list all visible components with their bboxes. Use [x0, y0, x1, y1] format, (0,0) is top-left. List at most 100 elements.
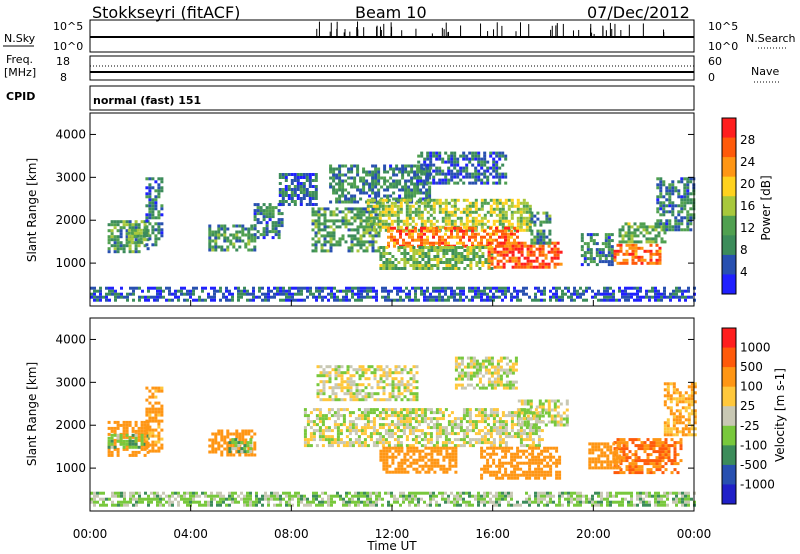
- heatmap-cell: [317, 219, 321, 223]
- heatmap-cell: [323, 228, 327, 232]
- heatmap-cell: [321, 414, 325, 418]
- heatmap-cell: [450, 423, 454, 427]
- heatmap-cell: [592, 233, 596, 237]
- colorbar-tick: 24: [740, 155, 755, 169]
- heatmap-cell: [220, 245, 224, 249]
- heatmap-cell: [351, 411, 355, 415]
- heatmap-cell: [282, 289, 285, 293]
- heatmap-cell: [347, 228, 351, 232]
- heatmap-cell: [240, 441, 244, 445]
- heatmap-cell: [686, 192, 690, 196]
- heatmap-cell: [483, 154, 487, 158]
- heatmap-cell: [444, 286, 447, 290]
- heatmap-cell: [654, 228, 658, 232]
- heatmap-cell: [359, 210, 363, 214]
- heatmap-cell: [486, 461, 490, 465]
- heatmap-cell: [672, 289, 675, 293]
- heatmap-cell: [406, 464, 410, 468]
- heatmap-cell: [633, 286, 636, 290]
- heatmap-cell: [363, 444, 367, 448]
- heatmap-cell: [427, 458, 431, 462]
- heatmap-cell: [278, 194, 282, 197]
- heatmap-cell: [516, 229, 519, 233]
- heatmap-cell: [107, 436, 111, 440]
- heatmap-cell: [268, 215, 272, 219]
- heatmap-cell: [256, 221, 260, 225]
- heatmap-cell: [459, 222, 463, 226]
- heatmap-cell: [432, 423, 436, 427]
- heatmap-cell: [223, 435, 227, 439]
- heatmap-cell: [160, 437, 164, 441]
- heatmap-cell: [621, 237, 625, 241]
- heatmap-cell: [450, 157, 454, 161]
- heatmap-cell: [448, 464, 452, 468]
- heatmap-cell: [528, 219, 532, 223]
- heatmap-cell: [456, 417, 460, 421]
- heatmap-cell: [607, 260, 611, 264]
- heatmap-cell: [382, 255, 386, 258]
- heatmap-cell: [665, 189, 669, 193]
- heatmap-cell: [522, 414, 526, 418]
- heatmap-cell: [438, 298, 441, 302]
- heatmap-cell: [406, 449, 410, 453]
- heatmap-cell: [235, 233, 239, 237]
- heatmap-cell: [677, 213, 681, 217]
- heatmap-cell: [409, 246, 413, 249]
- heatmap-cell: [678, 286, 681, 290]
- heatmap-cell: [370, 371, 374, 375]
- heatmap-cell: [420, 408, 424, 412]
- heatmap-cell: [510, 225, 514, 229]
- heatmap-cell: [342, 408, 346, 412]
- heatmap-cell: [687, 286, 690, 290]
- heatmap-cell: [489, 295, 492, 299]
- heatmap-cell: [474, 232, 477, 236]
- heatmap-cell: [556, 262, 560, 266]
- heatmap-cell: [529, 247, 533, 251]
- heatmap-cell: [639, 295, 642, 299]
- heatmap-cell: [128, 453, 132, 457]
- heatmap-cell: [311, 210, 315, 214]
- heatmap-cell: [444, 441, 448, 445]
- heatmap-cell: [157, 407, 161, 411]
- heatmap-cell: [378, 204, 382, 208]
- heatmap-cell: [495, 464, 499, 468]
- heatmap-cell: [450, 429, 454, 433]
- heatmap-cell: [396, 417, 400, 421]
- heatmap-cell: [404, 194, 408, 198]
- heatmap-cell: [385, 464, 389, 468]
- heatmap-cell: [654, 295, 657, 299]
- heatmap-cell: [290, 182, 294, 185]
- heatmap-cell: [453, 444, 457, 448]
- heatmap-cell: [284, 200, 288, 203]
- heatmap-cell: [238, 447, 242, 451]
- heatmap-cell: [325, 371, 329, 375]
- heatmap-cell: [662, 204, 666, 208]
- heatmap-cell: [372, 441, 376, 445]
- heatmap-cell: [483, 470, 487, 474]
- heatmap-cell: [140, 220, 144, 224]
- heatmap-cell: [496, 241, 500, 245]
- heatmap-cell: [393, 213, 397, 217]
- heatmap-cell: [225, 289, 228, 293]
- heatmap-cell: [484, 356, 488, 360]
- heatmap-cell: [451, 258, 455, 261]
- heatmap-cell: [453, 219, 457, 223]
- heatmap-cell: [659, 207, 663, 211]
- heatmap-cell: [398, 170, 402, 174]
- heatmap-cell: [460, 368, 464, 372]
- heatmap-cell: [342, 295, 345, 299]
- heatmap-cell: [439, 246, 443, 249]
- heatmap-cell: [284, 194, 288, 197]
- heatmap-cell: [466, 377, 470, 381]
- heatmap-cell: [277, 236, 281, 240]
- heatmap-cell: [120, 286, 123, 290]
- heatmap-cell: [540, 298, 543, 302]
- heatmap-cell: [148, 198, 152, 202]
- heatmap-cell: [122, 439, 126, 443]
- heatmap-cell: [309, 411, 313, 415]
- heatmap-cell: [438, 408, 442, 412]
- heatmap-cell: [256, 230, 260, 234]
- heatmap-cell: [240, 450, 244, 454]
- heatmap-cell: [327, 408, 331, 412]
- heatmap-cell: [463, 267, 467, 270]
